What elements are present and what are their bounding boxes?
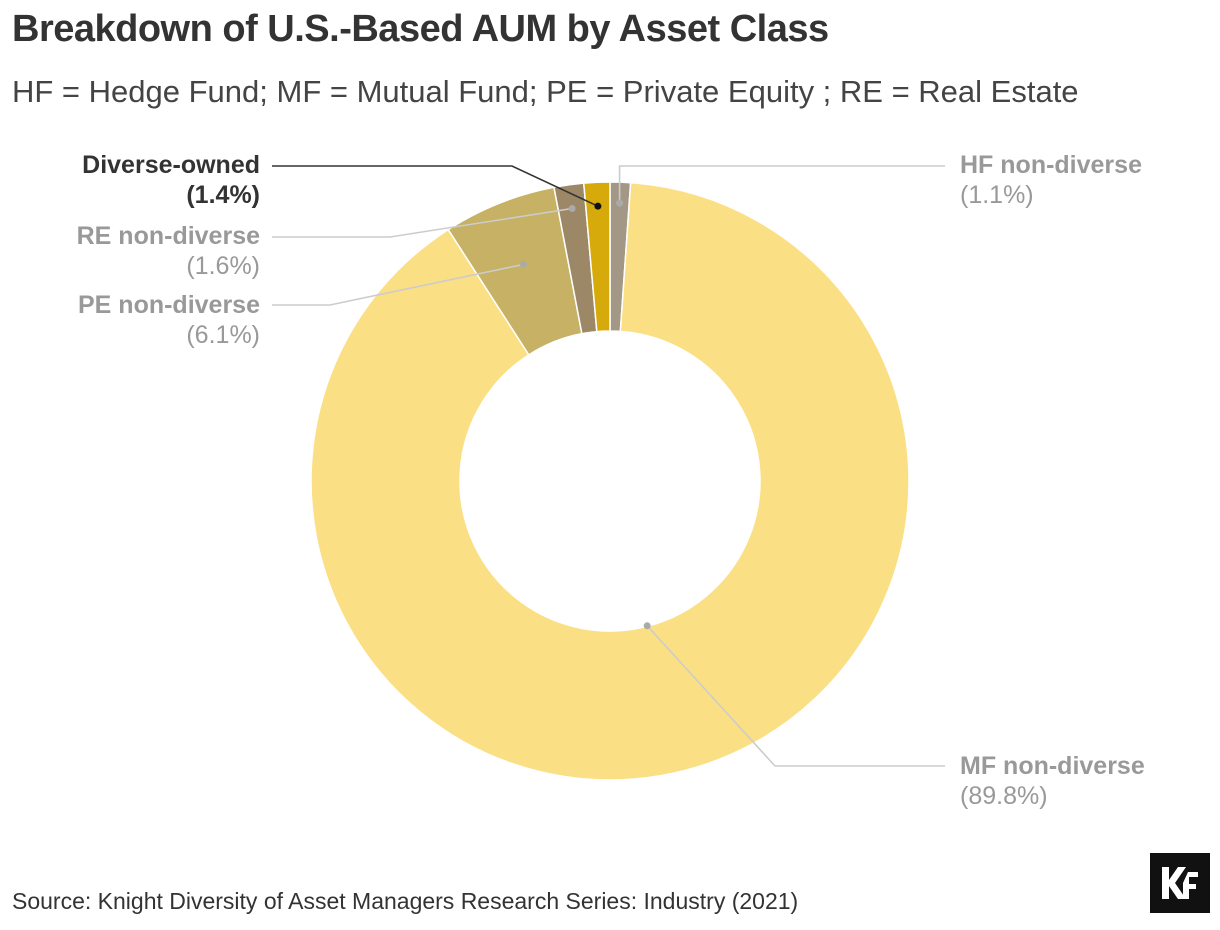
slice-diverse-owned — [582, 181, 611, 333]
leader-line-diverse-owned — [272, 165, 599, 207]
label-mf-name: MF non-diverse — [960, 752, 1145, 780]
leader-line-hf-non-diverse — [618, 165, 945, 204]
label-re-value: (1.6%) — [186, 252, 260, 280]
leader-dot-diverse-owned — [594, 202, 602, 210]
label-re-name: RE non-diverse — [77, 222, 260, 250]
label-diverse-owned-name: Diverse-owned — [82, 151, 260, 179]
label-mf-value: (89.8%) — [960, 782, 1048, 810]
label-pe-name: PE non-diverse — [78, 291, 260, 319]
source-note: Source: Knight Diversity of Asset Manage… — [12, 888, 799, 914]
leader-dot-re-non-diverse — [568, 205, 576, 213]
leader-line-mf-non-diverse — [646, 625, 945, 767]
label-hf-value: (1.1%) — [960, 181, 1034, 209]
label-diverse-owned-value: (1.4%) — [186, 181, 260, 209]
donut-slices — [310, 181, 910, 781]
kf-logo — [1150, 853, 1210, 913]
slice-mf-non-diverse — [310, 181, 910, 781]
chart-title: Breakdown of U.S.-Based AUM by Asset Cla… — [12, 8, 829, 50]
leader-dot-pe-non-diverse — [519, 260, 527, 268]
leader-dot-mf-non-diverse — [643, 622, 651, 630]
label-leader-lines — [272, 165, 945, 767]
kf-logo-mark — [1162, 867, 1198, 899]
leader-line-re-non-diverse — [272, 207, 573, 238]
leader-dot-hf-non-diverse — [616, 199, 624, 207]
leader-line-pe-non-diverse — [272, 263, 524, 306]
chart-subtitle: HF = Hedge Fund; MF = Mutual Fund; PE = … — [12, 74, 1079, 109]
label-pe-value: (6.1%) — [186, 321, 260, 349]
label-hf-name: HF non-diverse — [960, 151, 1142, 179]
